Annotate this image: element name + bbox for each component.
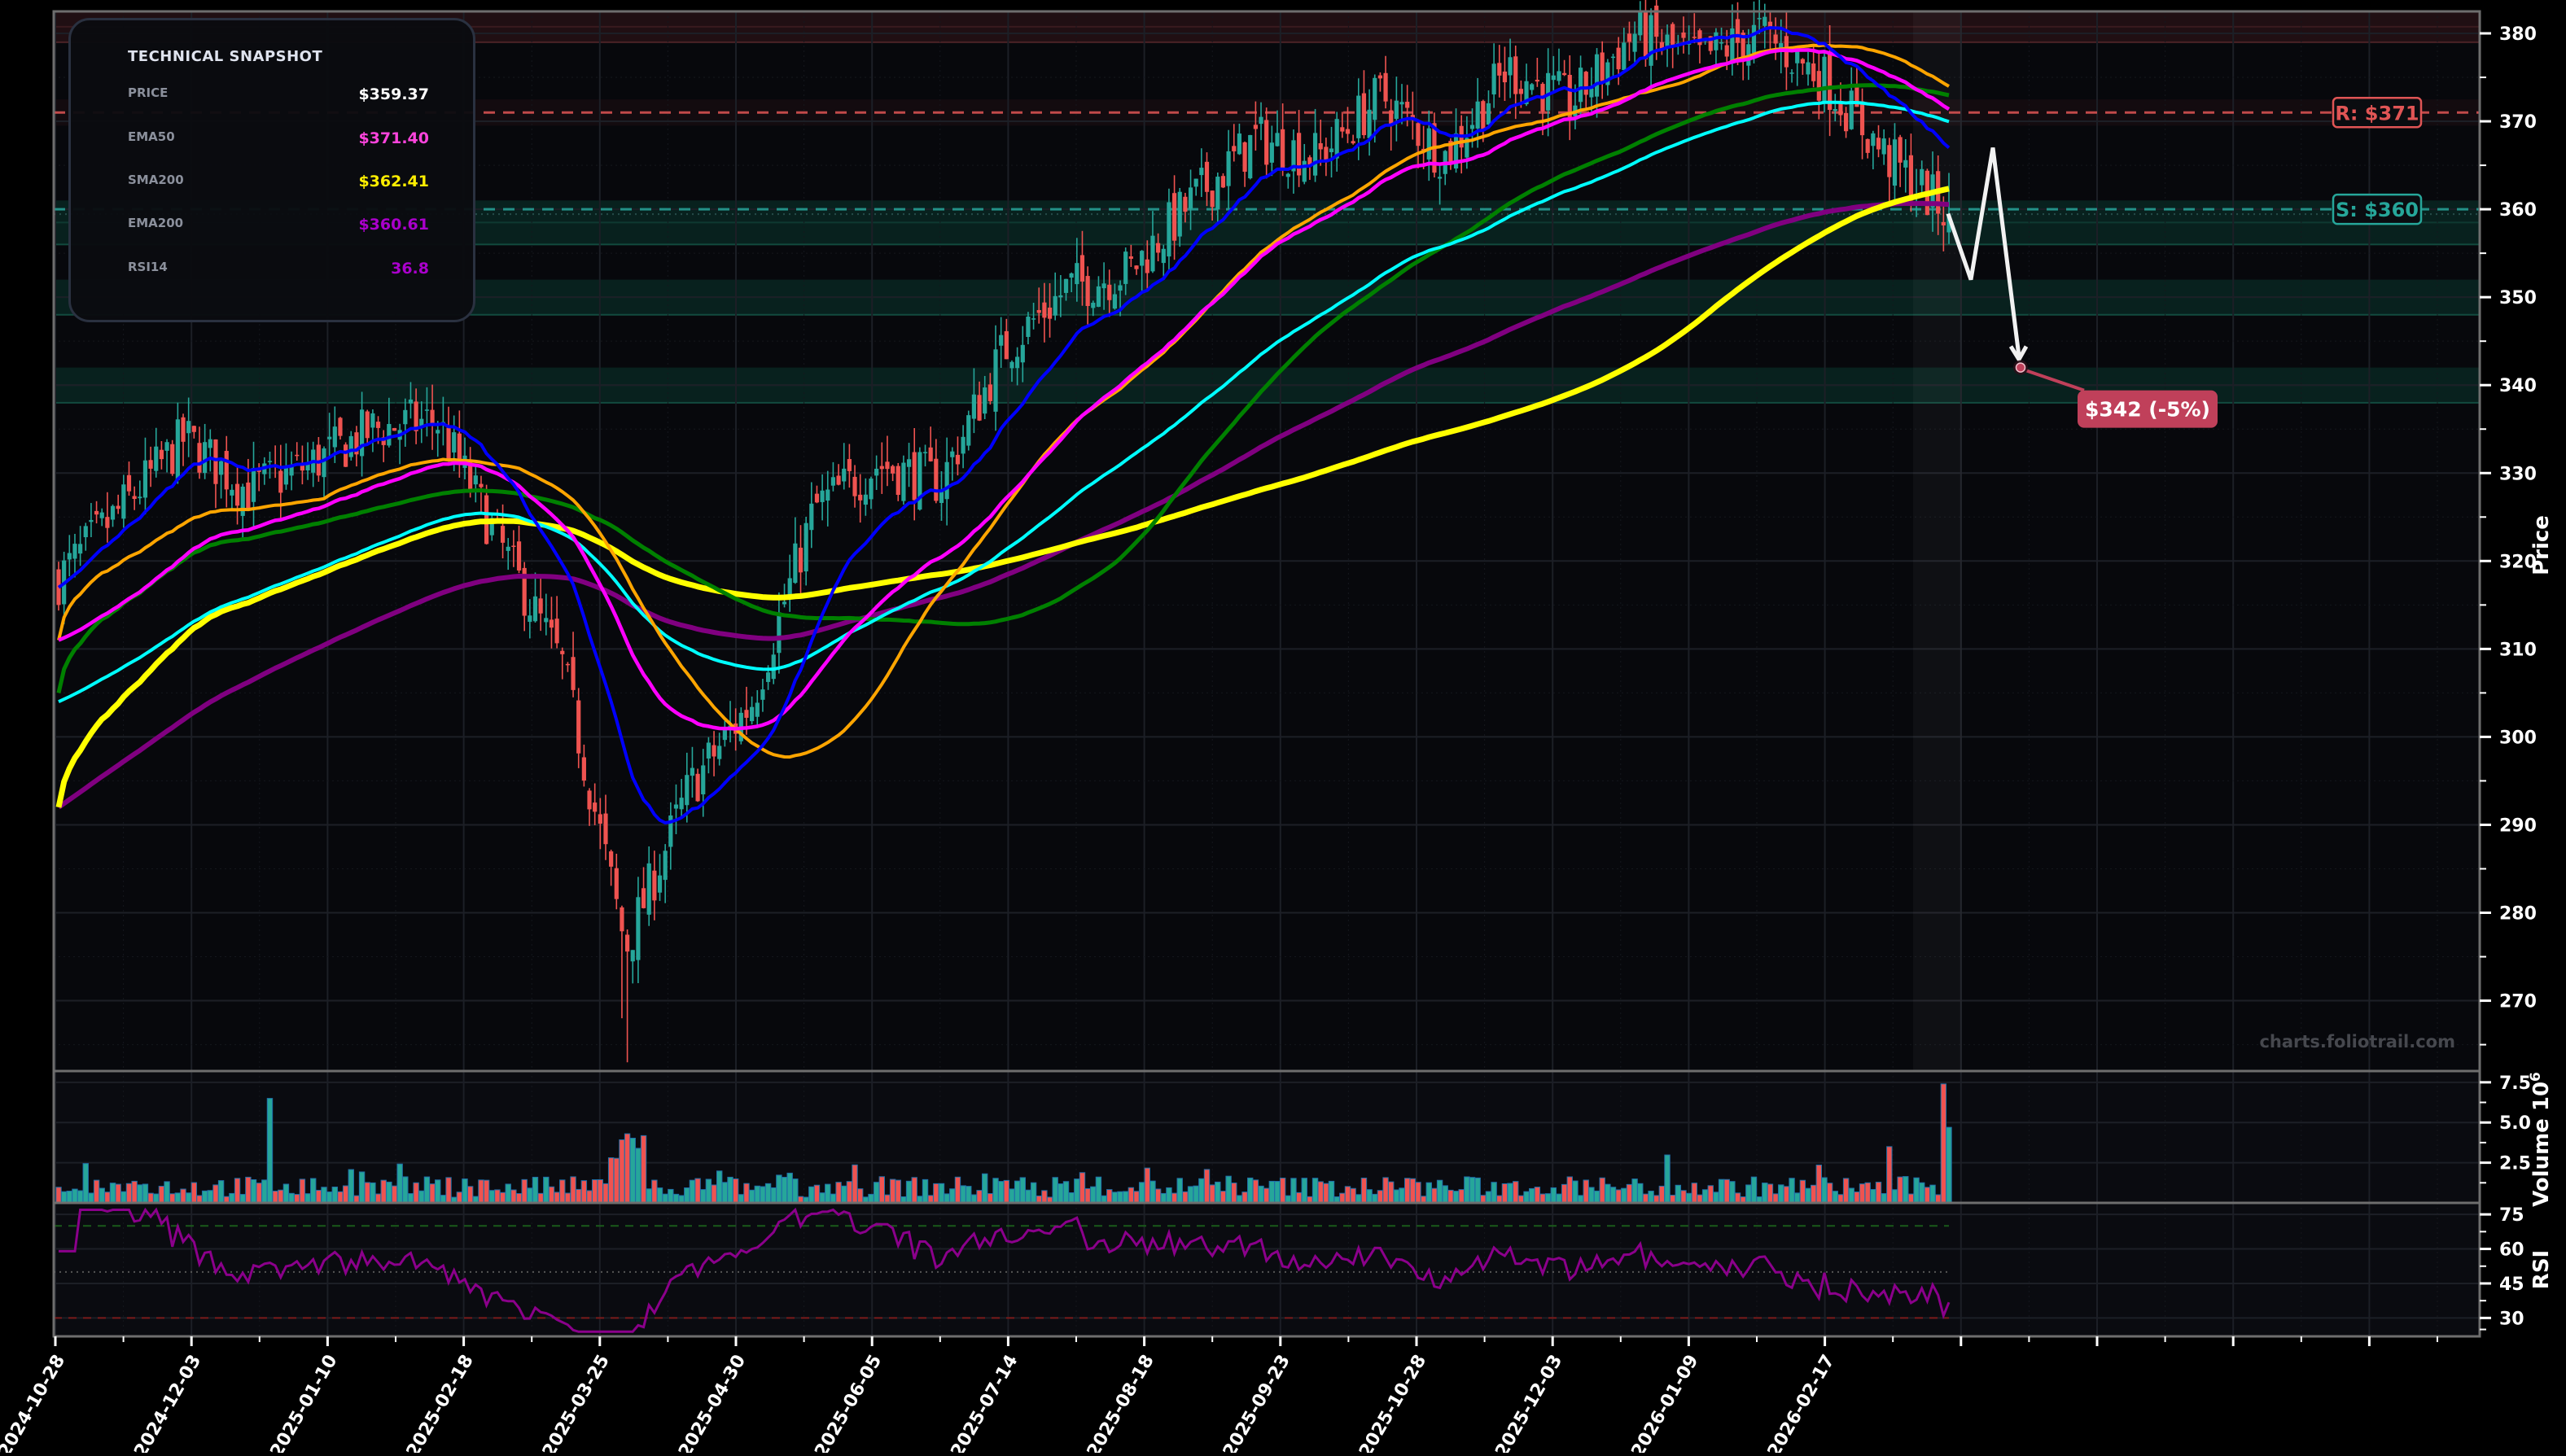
projection-path bbox=[1946, 147, 2021, 356]
x-tick-label: 2026-02-17 bbox=[1764, 1352, 1839, 1454]
forecast-label: $342 (-5%) bbox=[2085, 398, 2210, 422]
ma-line-sma200 bbox=[55, 186, 1950, 808]
y-tick-label: 2.5 bbox=[2499, 1154, 2531, 1174]
y-tick-label: 320 bbox=[2499, 552, 2537, 572]
x-tick-label: 2025-09-23 bbox=[1220, 1352, 1294, 1454]
y-tick-label: 380 bbox=[2499, 24, 2537, 45]
y-tick-label: 60 bbox=[2499, 1240, 2524, 1261]
snapshot-value-price: $359.37 bbox=[358, 85, 429, 103]
x-tick-label: 2025-01-10 bbox=[267, 1352, 342, 1454]
snapshot-label: RSI14 bbox=[128, 260, 168, 274]
y-tick-label: 45 bbox=[2499, 1275, 2524, 1295]
rsi-series bbox=[59, 1207, 1951, 1333]
y-tick-label: 270 bbox=[2499, 992, 2537, 1012]
ma-line-ema20 bbox=[57, 26, 1951, 824]
x-tick-label: 2025-10-28 bbox=[1355, 1352, 1430, 1454]
volume-bars bbox=[55, 1083, 1952, 1204]
svg-text:R: $371: R: $371 bbox=[2335, 102, 2419, 125]
snapshot-value-sma200: $362.41 bbox=[358, 173, 429, 190]
snapshot-label: PRICE bbox=[128, 85, 169, 100]
moving-averages bbox=[55, 26, 1951, 824]
forecast-projection: $342 (-5%) bbox=[1946, 147, 2218, 428]
y-tick-label: 340 bbox=[2499, 376, 2537, 396]
svg-text:S: $360: S: $360 bbox=[2336, 199, 2419, 221]
level-badge: R: $371 bbox=[2332, 97, 2423, 129]
ma-line-ema200 bbox=[57, 200, 1950, 810]
snapshot-value-ema200: $360.61 bbox=[358, 216, 429, 234]
y-tick-label: 330 bbox=[2499, 464, 2537, 484]
volume-panel-bg bbox=[54, 1071, 2480, 1203]
y-tick-label: 7.5 bbox=[2499, 1073, 2531, 1094]
y-tick-label: 350 bbox=[2499, 288, 2537, 308]
technical-snapshot-panel: TECHNICAL SNAPSHOT PRICE $359.37 EMA50 $… bbox=[68, 18, 475, 322]
volume-axis-title: Volume 106 bbox=[2528, 1072, 2554, 1207]
rsi-axis-title: RSI bbox=[2529, 1250, 2554, 1289]
arrowhead-icon bbox=[2008, 345, 2029, 364]
x-tick-label: 2025-06-05 bbox=[811, 1352, 886, 1454]
y-tick-label: 300 bbox=[2499, 728, 2537, 748]
y-tick-label: 75 bbox=[2499, 1205, 2524, 1226]
snapshot-title: TECHNICAL SNAPSHOT bbox=[128, 48, 323, 65]
snapshot-label: EMA50 bbox=[128, 129, 175, 144]
target-marker bbox=[2015, 362, 2026, 373]
y-tick-label: 280 bbox=[2499, 904, 2537, 925]
rsi-panel-frame bbox=[52, 1201, 2481, 1338]
watermark: charts.foliotrail.com bbox=[2259, 1032, 2455, 1052]
x-tick-label: 2025-04-30 bbox=[675, 1352, 750, 1454]
y-tick-label: 370 bbox=[2499, 112, 2537, 133]
y-tick-label: 310 bbox=[2499, 640, 2537, 660]
level-badge: S: $360 bbox=[2332, 193, 2423, 225]
snapshot-row-price: PRICE $359.37 bbox=[128, 85, 429, 110]
x-tick-label: 2025-02-18 bbox=[403, 1352, 478, 1454]
snapshot-row-sma200: SMA200 $362.41 bbox=[128, 173, 429, 197]
x-tick-label: 2025-12-03 bbox=[1491, 1352, 1566, 1454]
price-axis-title: Price bbox=[2529, 515, 2554, 575]
ma-line-ema50 bbox=[58, 48, 1951, 731]
x-tick-label: 2026-01-09 bbox=[1628, 1352, 1703, 1454]
y-axes: 270 280 290 300 310 320 330 340 350 360 370 380 2.5 5… bbox=[2480, 24, 2537, 1331]
rsi-line bbox=[54, 1207, 1951, 1333]
snapshot-value-rsi14: 36.8 bbox=[391, 260, 429, 278]
forecast-badge bbox=[2078, 390, 2218, 428]
x-tick-label: 2025-07-14 bbox=[948, 1352, 1022, 1454]
snapshot-value-ema50: $371.40 bbox=[358, 129, 429, 147]
ma-line-ema100 bbox=[58, 100, 1950, 704]
y-tick-label: 5.0 bbox=[2499, 1113, 2531, 1134]
x-tick-label: 2024-12-03 bbox=[130, 1352, 205, 1454]
y-tick-label: 30 bbox=[2499, 1309, 2524, 1329]
snapshot-label: SMA200 bbox=[128, 173, 184, 187]
snapshot-row-ema50: EMA50 $371.40 bbox=[128, 129, 429, 154]
rsi-panel-bg bbox=[54, 1203, 2480, 1336]
x-tick-label: 2024-10-28 bbox=[0, 1352, 69, 1454]
y-tick-label: 290 bbox=[2499, 815, 2537, 836]
x-tick-label: 2025-03-25 bbox=[539, 1352, 614, 1454]
ma-line-sma100 bbox=[56, 83, 1950, 693]
snapshot-row-rsi14: RSI14 36.8 bbox=[128, 260, 429, 284]
x-axis: 2024-10-28 2024-12-03 2025-01-10 2025-02-18… bbox=[0, 1336, 2438, 1456]
y-tick-label: 360 bbox=[2499, 200, 2537, 221]
x-tick-label: 2025-08-18 bbox=[1084, 1352, 1158, 1454]
snapshot-row-ema200: EMA200 $360.61 bbox=[128, 216, 429, 240]
snapshot-label: EMA200 bbox=[128, 216, 184, 230]
